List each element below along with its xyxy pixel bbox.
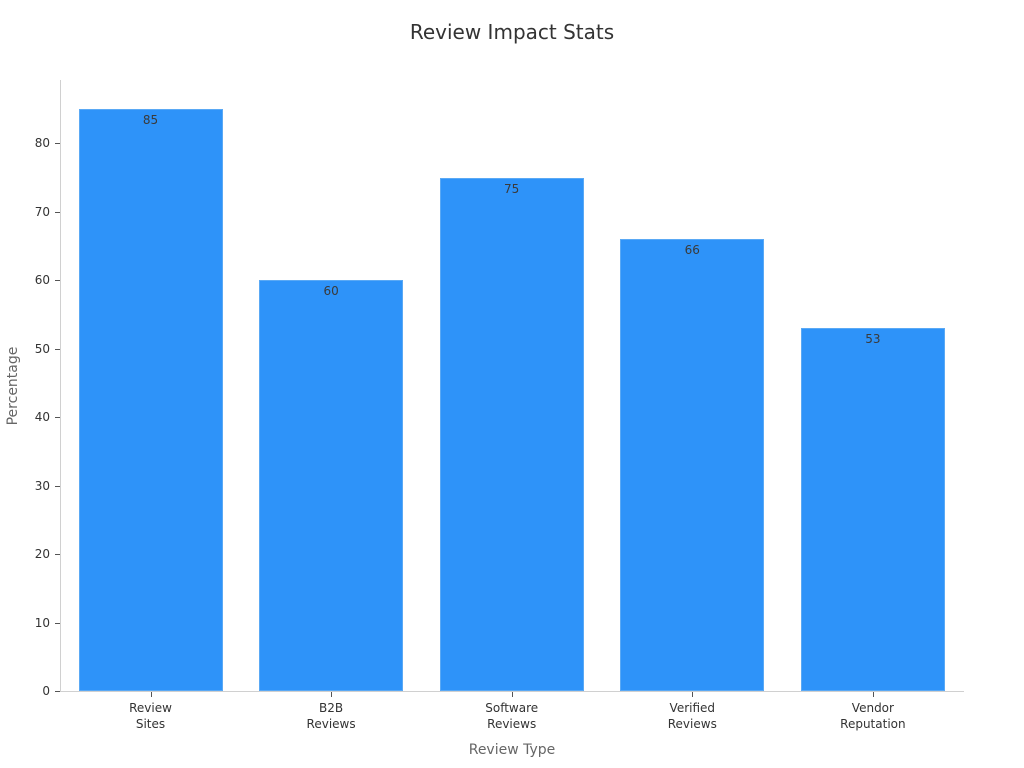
y-tick-label: 60 (34, 273, 50, 288)
x-tick-mark (331, 692, 333, 697)
x-tick-label-line: Review (129, 701, 172, 715)
x-tick-label: B2B Reviews (251, 700, 411, 732)
y-tick-mark (55, 280, 60, 282)
y-tick-label: 30 (34, 478, 50, 493)
y-axis-line (60, 80, 61, 692)
x-tick-label-line: Reputation (840, 717, 906, 731)
bar: 75 (439, 177, 584, 691)
y-tick: 0 (0, 684, 60, 705)
x-tick-label-line: Verified (669, 701, 716, 715)
bar-value-label: 66 (684, 243, 700, 258)
y-tick-mark (55, 691, 60, 692)
y-tick: 40 (0, 410, 60, 431)
x-tick-label-line: Vendor (851, 701, 894, 715)
y-tick-label: 40 (34, 410, 50, 425)
y-tick-label: 70 (34, 204, 50, 219)
y-tick: 10 (0, 616, 60, 637)
bar: 60 (259, 280, 404, 691)
bar-value-label: 85 (142, 113, 159, 128)
x-tick-label-line: Software (485, 701, 539, 715)
x-tick-mark (511, 692, 513, 697)
y-tick: 60 (0, 273, 60, 294)
y-tick: 50 (0, 342, 60, 363)
y-tick-mark (55, 143, 60, 145)
bar: 53 (800, 328, 945, 691)
y-tick: 20 (0, 547, 60, 568)
y-tick-label: 0 (42, 684, 50, 698)
x-tick-label: Review Sites (71, 700, 231, 732)
bar: 66 (620, 239, 765, 691)
bar-value-label: 53 (865, 332, 881, 347)
chart-title: Review Impact Stats (409, 20, 615, 44)
y-tick: 30 (0, 479, 60, 500)
bar-value-label: 60 (323, 284, 339, 299)
x-tick-mark (150, 692, 152, 697)
x-tick-mark (872, 692, 874, 697)
y-tick-mark (55, 211, 60, 213)
y-tick-label: 50 (34, 341, 50, 356)
y-tick: 80 (0, 136, 60, 157)
y-tick-label: 80 (34, 136, 50, 151)
bar: 85 (78, 109, 223, 691)
x-tick-label: Verified Reviews (612, 700, 772, 732)
y-tick-mark (55, 622, 60, 624)
x-tick-mark (692, 692, 694, 697)
y-tick-mark (55, 348, 60, 350)
bar-value-label: 75 (504, 181, 520, 196)
y-tick-mark (55, 417, 60, 419)
x-tick-label: Software Reviews (432, 700, 592, 732)
x-axis-line (60, 691, 964, 692)
x-tick-label-line: Reviews (487, 717, 537, 731)
y-tick-mark (55, 485, 60, 487)
y-tick-label: 20 (34, 547, 50, 562)
y-tick-label: 10 (34, 615, 50, 630)
y-tick: 70 (0, 205, 60, 226)
x-tick-label: Vendor Reputation (793, 700, 953, 732)
y-tick-mark (55, 554, 60, 556)
x-tick-label-line: Sites (135, 717, 166, 731)
x-tick-label-line: Reviews (306, 717, 356, 731)
x-tick-label-line: Reviews (667, 717, 717, 731)
x-axis-label: Review Type (468, 742, 556, 758)
y-axis-label: Percentage (5, 346, 21, 426)
x-tick-label-line: B2B (319, 701, 344, 715)
